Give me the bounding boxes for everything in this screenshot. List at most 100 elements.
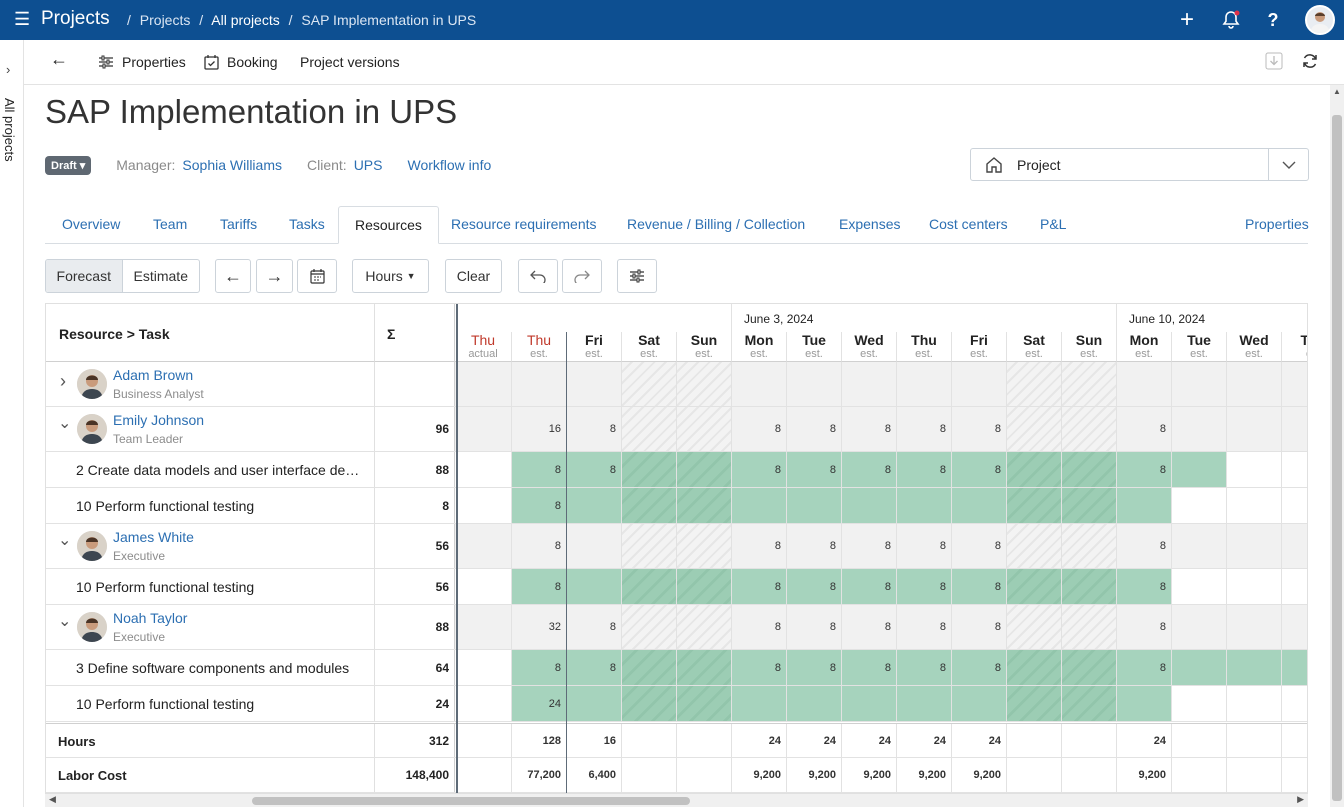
- collapse-chevron-icon[interactable]: ⌄: [58, 532, 72, 549]
- hours-cell[interactable]: [677, 452, 732, 487]
- hours-cell[interactable]: [1282, 569, 1307, 604]
- back-arrow-icon[interactable]: ←: [50, 49, 68, 69]
- download-icon[interactable]: [1265, 52, 1283, 70]
- hours-cell[interactable]: [897, 686, 952, 721]
- hours-cell[interactable]: 8: [787, 650, 842, 685]
- rail-label[interactable]: All projects: [2, 98, 17, 162]
- bell-icon[interactable]: [1220, 8, 1242, 32]
- next-period-button[interactable]: →: [256, 259, 293, 293]
- clear-button[interactable]: Clear: [445, 259, 502, 293]
- hours-cell[interactable]: [622, 605, 677, 649]
- hours-cell[interactable]: [787, 488, 842, 523]
- hours-cell[interactable]: [1172, 452, 1227, 487]
- hours-cell[interactable]: [455, 650, 512, 685]
- hours-cell[interactable]: [732, 488, 787, 523]
- hours-cell[interactable]: 8: [842, 650, 897, 685]
- hours-cell[interactable]: [455, 488, 512, 523]
- hours-cell[interactable]: 8: [512, 524, 567, 568]
- hours-cell[interactable]: [1227, 488, 1282, 523]
- hours-cell[interactable]: [622, 650, 677, 685]
- tab-cost-centers[interactable]: Cost centers: [929, 216, 1008, 232]
- hours-cell[interactable]: 8: [1117, 605, 1172, 649]
- day-header[interactable]: Wed est.: [1227, 332, 1282, 362]
- hours-cell[interactable]: [1007, 407, 1062, 451]
- hours-cell[interactable]: [732, 362, 787, 406]
- hours-cell[interactable]: 8: [952, 605, 1007, 649]
- hours-cell[interactable]: [842, 686, 897, 721]
- hours-cell[interactable]: [622, 488, 677, 523]
- hours-cell[interactable]: [677, 605, 732, 649]
- hours-cell[interactable]: [842, 488, 897, 523]
- hours-cell[interactable]: 8: [732, 407, 787, 451]
- resource-name-link[interactable]: James White: [113, 529, 194, 545]
- task-name[interactable]: 2 Create data models and user interface …: [76, 461, 366, 478]
- hours-cell[interactable]: 24: [512, 686, 567, 721]
- column-header-resource[interactable]: Resource > Task: [46, 304, 375, 362]
- hours-cell[interactable]: [567, 488, 622, 523]
- hours-cell[interactable]: 8: [567, 452, 622, 487]
- hours-cell[interactable]: [677, 488, 732, 523]
- hours-cell[interactable]: 8: [1117, 650, 1172, 685]
- vertical-scrollbar[interactable]: ▲: [1330, 85, 1344, 807]
- hours-cell[interactable]: [677, 650, 732, 685]
- hours-cell[interactable]: [677, 569, 732, 604]
- hours-cell[interactable]: [1007, 605, 1062, 649]
- hours-cell[interactable]: [1172, 407, 1227, 451]
- task-row[interactable]: 8 8 8 8 8 8 8 10 Perform functional testing 56: [46, 569, 1307, 605]
- hours-cell[interactable]: [1007, 686, 1062, 721]
- hours-cell[interactable]: 8: [787, 605, 842, 649]
- hours-cell[interactable]: [622, 452, 677, 487]
- hours-cell[interactable]: [455, 407, 512, 451]
- tab-pnl[interactable]: P&L: [1040, 216, 1067, 232]
- hours-cell[interactable]: [677, 362, 732, 406]
- task-name[interactable]: 10 Perform functional testing: [76, 695, 255, 712]
- hours-cell[interactable]: [787, 362, 842, 406]
- chevron-down-icon[interactable]: [1268, 149, 1308, 180]
- hours-cell[interactable]: [952, 686, 1007, 721]
- hours-cell[interactable]: 8: [732, 605, 787, 649]
- day-header[interactable]: Thu est.: [512, 332, 567, 362]
- column-header-sum[interactable]: Σ: [375, 304, 455, 362]
- day-header[interactable]: Sat est.: [1007, 332, 1062, 362]
- hours-cell[interactable]: 8: [512, 569, 567, 604]
- hours-cell[interactable]: [1227, 605, 1282, 649]
- hours-cell[interactable]: [455, 524, 512, 568]
- hours-cell[interactable]: 8: [732, 569, 787, 604]
- hours-cell[interactable]: [1172, 605, 1227, 649]
- hours-cell[interactable]: [455, 452, 512, 487]
- hours-cell[interactable]: [1062, 488, 1117, 523]
- hours-cell[interactable]: [1282, 452, 1307, 487]
- hours-cell[interactable]: 8: [1117, 452, 1172, 487]
- hours-cell[interactable]: 8: [952, 407, 1007, 451]
- hours-cell[interactable]: [1227, 686, 1282, 721]
- hours-cell[interactable]: [1062, 686, 1117, 721]
- day-header[interactable]: Fri est.: [952, 332, 1007, 362]
- hours-cell[interactable]: 8: [567, 605, 622, 649]
- hours-cell[interactable]: [1172, 488, 1227, 523]
- collapse-chevron-icon[interactable]: ⌄: [58, 415, 72, 432]
- hours-cell[interactable]: [622, 569, 677, 604]
- hours-cell[interactable]: [1227, 569, 1282, 604]
- add-icon[interactable]: +: [1179, 6, 1194, 33]
- hours-cell[interactable]: 8: [1117, 569, 1172, 604]
- resource-name-link[interactable]: Adam Brown: [113, 367, 194, 383]
- hours-cell[interactable]: [1117, 362, 1172, 406]
- hours-cell[interactable]: [952, 362, 1007, 406]
- units-dropdown[interactable]: Hours ▼: [352, 259, 429, 293]
- hours-cell[interactable]: 8: [1117, 407, 1172, 451]
- hours-cell[interactable]: 8: [512, 452, 567, 487]
- tab-expenses[interactable]: Expenses: [839, 216, 901, 232]
- hours-cell[interactable]: 8: [897, 452, 952, 487]
- help-icon[interactable]: ?: [1267, 9, 1279, 30]
- hours-cell[interactable]: [622, 407, 677, 451]
- estimate-button[interactable]: Estimate: [133, 268, 188, 284]
- hours-cell[interactable]: [1227, 524, 1282, 568]
- resource-row[interactable]: 8 8 8 8 8 8 8 ⌄ James White Executive 56: [46, 524, 1307, 569]
- day-header[interactable]: Wed est.: [842, 332, 897, 362]
- hours-cell[interactable]: [1172, 650, 1227, 685]
- hours-cell[interactable]: 8: [567, 407, 622, 451]
- hours-cell[interactable]: [1007, 524, 1062, 568]
- hours-cell[interactable]: 8: [567, 650, 622, 685]
- hours-cell[interactable]: [567, 524, 622, 568]
